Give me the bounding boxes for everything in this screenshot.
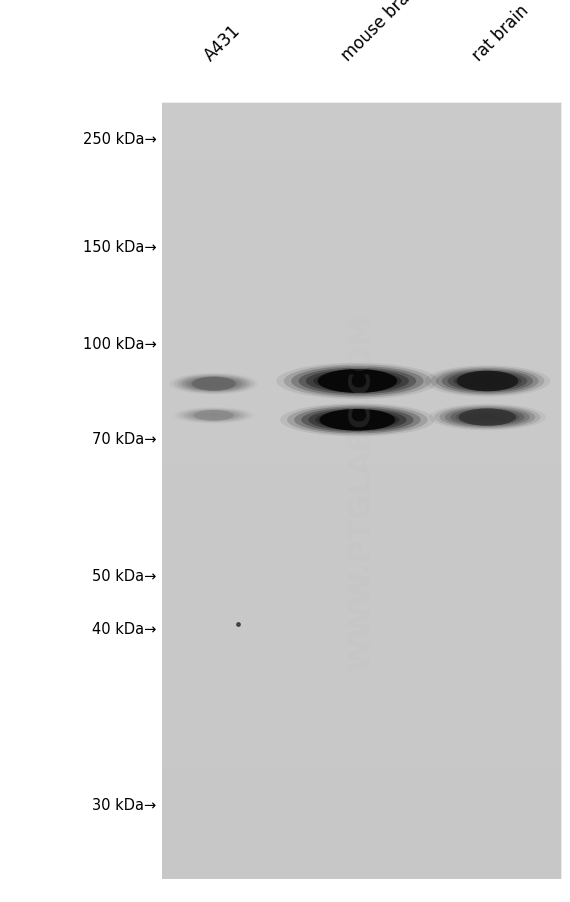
Ellipse shape	[173, 408, 254, 424]
Ellipse shape	[287, 405, 428, 436]
Ellipse shape	[425, 366, 550, 397]
Text: 250 kDa→: 250 kDa→	[83, 133, 157, 147]
Ellipse shape	[335, 377, 380, 386]
Ellipse shape	[343, 378, 372, 385]
Ellipse shape	[210, 383, 218, 385]
Ellipse shape	[351, 419, 364, 422]
Text: 50 kDa→: 50 kDa→	[92, 568, 157, 583]
Ellipse shape	[322, 413, 393, 428]
Ellipse shape	[199, 413, 229, 419]
Bar	[162, 104, 561, 879]
Ellipse shape	[317, 370, 397, 393]
Ellipse shape	[194, 410, 234, 421]
Ellipse shape	[482, 380, 493, 383]
Ellipse shape	[169, 373, 258, 395]
Ellipse shape	[471, 414, 503, 421]
Text: 100 kDa→: 100 kDa→	[83, 337, 157, 352]
Ellipse shape	[328, 375, 387, 388]
Ellipse shape	[188, 410, 239, 421]
Ellipse shape	[450, 410, 524, 426]
Ellipse shape	[203, 413, 225, 419]
Text: WWW.PTGLABC.COM: WWW.PTGLABC.COM	[348, 313, 376, 670]
Ellipse shape	[350, 380, 365, 383]
Ellipse shape	[299, 368, 416, 395]
Ellipse shape	[177, 375, 250, 393]
Ellipse shape	[453, 373, 522, 391]
Ellipse shape	[447, 372, 527, 391]
Ellipse shape	[276, 364, 438, 400]
Ellipse shape	[210, 415, 218, 417]
Ellipse shape	[194, 380, 234, 389]
Ellipse shape	[206, 382, 222, 386]
Ellipse shape	[314, 372, 402, 391]
Ellipse shape	[429, 404, 546, 431]
Ellipse shape	[319, 410, 396, 431]
Ellipse shape	[284, 365, 431, 398]
Ellipse shape	[189, 379, 238, 391]
Ellipse shape	[436, 369, 539, 394]
Ellipse shape	[315, 411, 400, 429]
Text: 30 kDa→: 30 kDa→	[92, 797, 157, 812]
Ellipse shape	[320, 373, 394, 390]
Ellipse shape	[185, 377, 242, 391]
Ellipse shape	[459, 374, 516, 389]
Ellipse shape	[173, 374, 254, 394]
Ellipse shape	[291, 366, 424, 397]
Ellipse shape	[280, 404, 435, 437]
Ellipse shape	[434, 406, 540, 429]
Ellipse shape	[195, 412, 233, 419]
Ellipse shape	[301, 409, 414, 432]
Text: 150 kDa→: 150 kDa→	[83, 240, 157, 254]
Ellipse shape	[206, 414, 221, 418]
Ellipse shape	[329, 414, 385, 427]
Ellipse shape	[482, 417, 492, 419]
Ellipse shape	[457, 372, 518, 391]
Ellipse shape	[181, 376, 246, 392]
Ellipse shape	[477, 415, 498, 420]
Text: mouse brain: mouse brain	[338, 0, 424, 65]
Ellipse shape	[455, 410, 519, 425]
Ellipse shape	[466, 413, 508, 422]
Text: A431: A431	[201, 22, 244, 65]
Ellipse shape	[177, 409, 251, 423]
Ellipse shape	[476, 379, 499, 384]
Ellipse shape	[430, 367, 544, 396]
Ellipse shape	[439, 407, 535, 428]
Text: rat brain: rat brain	[469, 2, 532, 65]
Ellipse shape	[184, 410, 243, 422]
Ellipse shape	[336, 416, 378, 425]
Ellipse shape	[308, 410, 406, 431]
Text: 40 kDa→: 40 kDa→	[92, 621, 157, 636]
Ellipse shape	[192, 411, 236, 420]
Text: 70 kDa→: 70 kDa→	[92, 432, 157, 446]
Ellipse shape	[198, 381, 230, 388]
Ellipse shape	[442, 370, 533, 393]
Ellipse shape	[459, 409, 516, 427]
Ellipse shape	[306, 370, 409, 393]
Ellipse shape	[465, 376, 510, 387]
Ellipse shape	[343, 418, 372, 423]
Ellipse shape	[202, 382, 226, 387]
Ellipse shape	[192, 377, 235, 391]
Ellipse shape	[445, 408, 530, 428]
Ellipse shape	[294, 407, 421, 434]
Ellipse shape	[470, 377, 504, 386]
Ellipse shape	[180, 409, 247, 422]
Ellipse shape	[461, 411, 514, 424]
